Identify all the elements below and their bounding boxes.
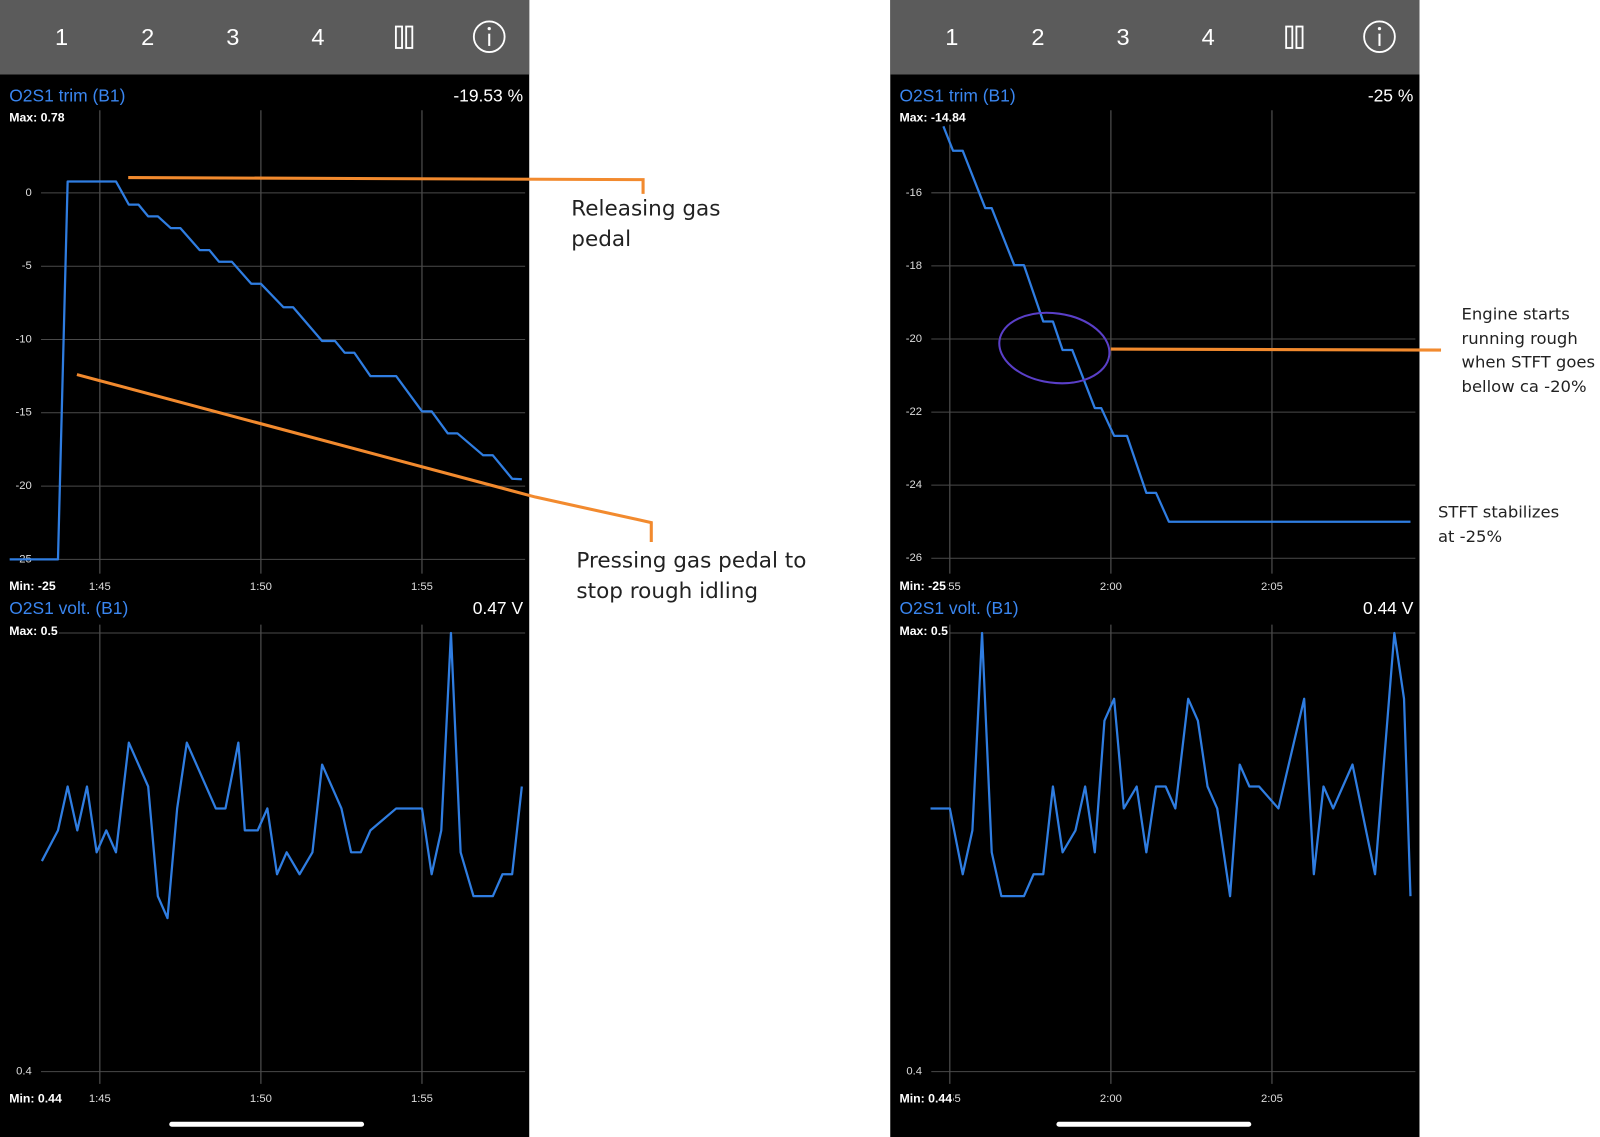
x-tick-label: 1:55 (939, 581, 961, 593)
info-button[interactable] (472, 20, 506, 53)
tab-button[interactable]: 2 (141, 24, 154, 50)
x-tick-label: 1:50 (250, 581, 272, 593)
current-reading: 0.47 V (473, 598, 524, 618)
annotation-text: STFT stabilizes at -25% (1437, 502, 1560, 546)
label-backdrop (897, 1091, 954, 1106)
data-line (9, 180, 522, 561)
x-tick-label: 1:45 (89, 581, 111, 593)
label-backdrop (897, 110, 967, 125)
max-label: Max: 0.5 (899, 624, 948, 638)
y-tick-label: 0.4 (16, 1066, 32, 1078)
info-circle (1363, 20, 1396, 53)
x-tick-label: 2:00 (1100, 581, 1122, 593)
tab-button[interactable]: 3 (226, 24, 239, 50)
chart-title: O2S1 volt. (B1) (9, 598, 128, 618)
x-tick-label: 1:55 (411, 1093, 433, 1105)
min-label: Min: -25 (9, 579, 56, 593)
toolbar (0, 0, 530, 75)
annotation-text: Engine starts running rough when STFT go… (1461, 304, 1596, 396)
label-backdrop (7, 579, 57, 594)
current-reading: -25 % (1368, 86, 1414, 106)
pause-bar (1295, 25, 1304, 49)
label-backdrop (897, 624, 950, 639)
data-line (942, 125, 1411, 523)
label-backdrop (7, 110, 66, 125)
label-backdrop (7, 624, 59, 639)
phone-screen: 1 2 3 4 1:55 2:00 2:05 -16 -18 -20 -22 -24 -26 O2S1 t… (890, 0, 1420, 1137)
data-line (930, 631, 1412, 898)
pause-button[interactable] (394, 25, 414, 49)
annotation-text: Pressing gas pedal to stop rough idling (576, 548, 807, 604)
pause-button[interactable] (1285, 25, 1304, 49)
annotation-text: Releasing gas pedal (571, 195, 721, 252)
min-label: Min: -25 (899, 579, 946, 593)
info-dot (487, 26, 491, 31)
y-tick-label: -10 (15, 333, 31, 345)
info-dot (1377, 26, 1382, 31)
min-label: Min: 0.44 (9, 1091, 62, 1105)
x-tick-label: 2:00 (1100, 1093, 1122, 1105)
current-reading: -19.53 % (453, 86, 523, 106)
max-label: Max: 0.5 (9, 624, 58, 638)
y-tick-label: -22 (906, 406, 922, 418)
data-line (40, 631, 523, 920)
y-tick-label: -24 (906, 479, 922, 491)
chart-title: O2S1 volt. (B1) (899, 598, 1018, 618)
tab-button[interactable]: 1 (945, 24, 958, 50)
info-circle (472, 20, 506, 53)
current-reading: 0.44 V (1363, 598, 1414, 618)
x-tick-label: 2:05 (1261, 581, 1283, 593)
tab-button[interactable]: 1 (55, 24, 68, 50)
toolbar (890, 0, 1420, 75)
tab-button[interactable]: 2 (1031, 24, 1044, 50)
y-tick-label: -15 (15, 407, 31, 419)
label-backdrop (897, 579, 948, 594)
y-tick-label: 0 (26, 187, 32, 199)
x-tick-label: 1:50 (250, 1093, 272, 1105)
tab-button[interactable]: 4 (311, 24, 324, 50)
y-tick-label: -26 (906, 552, 922, 564)
x-tick-label: 1:55 (411, 581, 433, 593)
y-tick-label: -20 (15, 480, 31, 492)
y-tick-label: -16 (906, 187, 922, 199)
tab-button[interactable]: 3 (1117, 24, 1130, 50)
home-indicator (1056, 1121, 1252, 1127)
max-label: Max: -14.84 (899, 111, 965, 125)
chart-title: O2S1 trim (B1) (899, 86, 1015, 106)
max-label: Max: 0.78 (9, 111, 65, 125)
info-button[interactable] (1363, 20, 1396, 53)
label-backdrop (7, 1091, 64, 1106)
pause-bar (405, 25, 414, 49)
y-tick-label: 0.4 (906, 1066, 922, 1078)
min-label: Min: 0.44 (899, 1091, 952, 1105)
tab-button[interactable]: 4 (1202, 24, 1215, 50)
x-tick-label: 2:05 (1261, 1093, 1283, 1105)
pause-bar (1285, 25, 1294, 49)
y-tick-label: -5 (22, 260, 32, 272)
y-tick-label: -20 (906, 333, 922, 345)
x-tick-label: 1:45 (89, 1093, 111, 1105)
chart-title: O2S1 trim (B1) (9, 86, 125, 106)
y-tick-label: -18 (906, 260, 922, 272)
home-indicator (169, 1121, 365, 1127)
pause-bar (394, 25, 403, 49)
